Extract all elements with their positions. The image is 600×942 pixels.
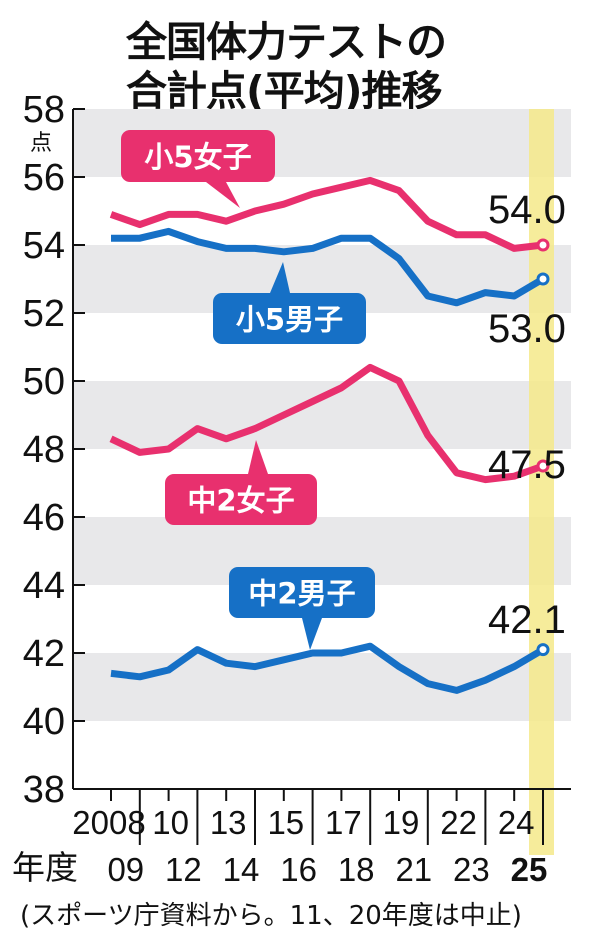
- series-label-3: 中2女子: [165, 440, 317, 525]
- end-point-marker: [536, 643, 550, 657]
- x-tick-label: 23: [453, 851, 490, 888]
- series-line: [110, 642, 545, 694]
- svg-text:中2男子: 中2男子: [248, 577, 355, 611]
- series-label-1: 小5女子: [121, 130, 275, 208]
- y-tick-label: 42: [23, 633, 65, 675]
- x-tick-label: 13: [210, 804, 247, 841]
- y-tick-label: 48: [23, 429, 65, 471]
- source-note: (スポーツ庁資料から。11、20年度は中止): [20, 901, 522, 931]
- x-tick-label: 24: [498, 804, 535, 841]
- chart-title-line2: 合計点(平均)推移: [126, 67, 442, 115]
- y-unit-label: 点: [30, 131, 52, 156]
- x-tick-label: 14: [223, 851, 260, 888]
- end-value-label: 53.0: [488, 307, 566, 351]
- grid-band: [73, 381, 571, 449]
- svg-text:中2女子: 中2女子: [187, 484, 294, 518]
- y-tick-label: 40: [23, 701, 65, 743]
- end-point-marker: [536, 238, 550, 252]
- series-label-4: 中2男子: [229, 567, 375, 650]
- x-tick-label: 25: [511, 851, 548, 888]
- x-tick-label: 19: [383, 804, 420, 841]
- x-tick-label: 09: [107, 851, 144, 888]
- y-tick-label: 54: [23, 225, 65, 267]
- y-tick-label: 56: [23, 157, 65, 199]
- svg-text:小5女子: 小5女子: [144, 140, 251, 174]
- x-tick-label: 16: [280, 851, 317, 888]
- y-tick-label: 46: [23, 497, 65, 539]
- x-tick-label: 21: [395, 851, 432, 888]
- x-tick-label: 18: [338, 851, 375, 888]
- y-tick-label: 38: [23, 769, 65, 811]
- series-line: [109, 176, 544, 252]
- x-tick-label: 22: [440, 804, 477, 841]
- x-tick-label: 10: [152, 804, 189, 841]
- y-axis-ticks: 38 40 42 44 46 48 50 52 54 56 58点: [23, 89, 85, 811]
- x-tick-label: 2008: [72, 804, 145, 841]
- grid-bands: [73, 109, 571, 721]
- grid-band: [73, 653, 571, 721]
- end-value-labels: 54.0 53.0 47.5 42.1: [488, 188, 566, 642]
- series-lines: [109, 176, 550, 694]
- end-value-label: 42.1: [488, 598, 566, 642]
- end-point-marker: [536, 272, 550, 286]
- chart-title: 全国体力テストの 合計点(平均)推移: [126, 18, 447, 116]
- x-tick-label: 12: [165, 851, 202, 888]
- y-tick-label: 50: [23, 361, 65, 403]
- end-value-label: 54.0: [488, 188, 566, 232]
- x-axis-label: 年度: [12, 849, 78, 886]
- end-value-label: 47.5: [488, 443, 566, 487]
- series-label-2: 小5男子: [213, 262, 366, 344]
- svg-text:小5男子: 小5男子: [236, 303, 343, 337]
- x-tick-label: 15: [267, 804, 304, 841]
- y-tick-label: 58: [23, 89, 65, 131]
- y-tick-label: 44: [23, 565, 65, 607]
- x-tick-label: 17: [325, 804, 362, 841]
- chart-title-line1: 全国体力テストの: [126, 18, 447, 66]
- end-point-marker: [536, 459, 550, 473]
- series-line: [109, 363, 545, 484]
- series-line: [111, 227, 545, 307]
- y-tick-label: 52: [23, 293, 65, 335]
- highlight-band-2025: [529, 109, 554, 855]
